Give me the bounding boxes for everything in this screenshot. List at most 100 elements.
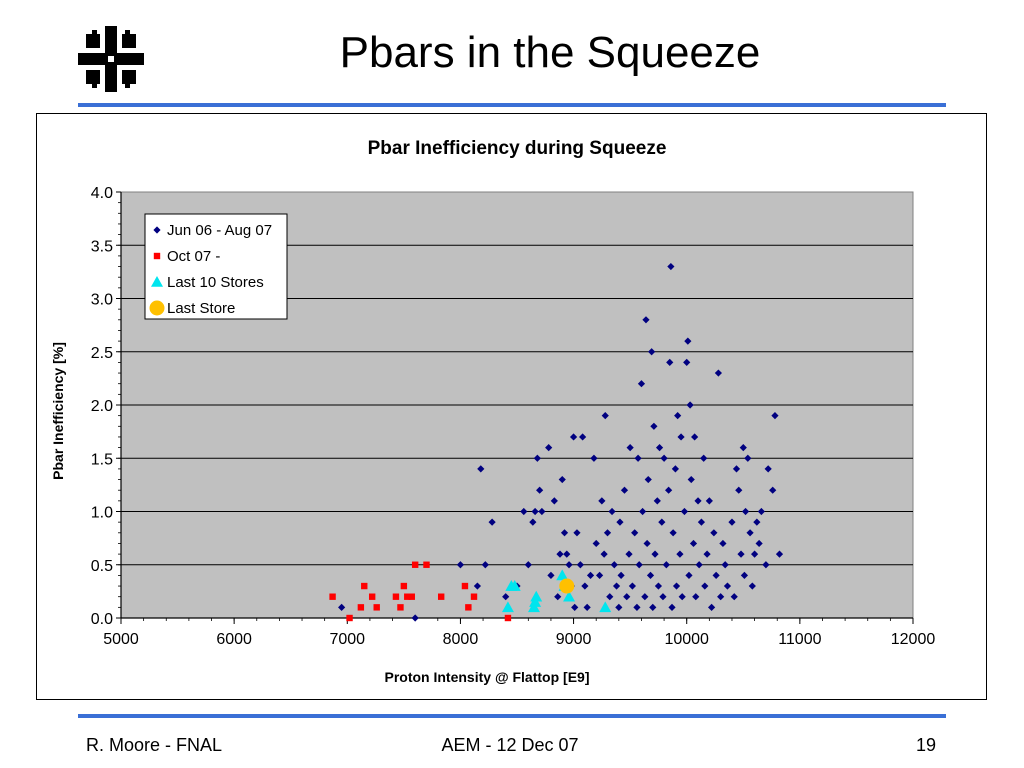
data-point-jun06-aug07 [638,507,647,516]
data-point-jun06-aug07 [668,603,676,611]
data-point-jun06-aug07 [762,561,770,569]
y-tick-label: 2.5 [91,345,113,362]
data-point-jun06-aug07 [740,571,749,579]
data-point-jun06-aug07 [565,561,573,569]
data-point-oct07 [397,604,404,611]
page-number: 19 [915,735,936,755]
legend-entry: Oct 07 - [167,248,220,265]
data-point-oct07 [465,604,472,611]
legend-marker [149,300,165,316]
data-point-jun06-aug07 [672,582,681,590]
data-point-jun06-aug07 [592,539,600,548]
data-point-jun06-aug07 [502,593,510,601]
x-tick-label: 9000 [556,631,592,648]
y-tick-label: 3.0 [91,292,113,309]
data-point-oct07 [404,593,411,600]
data-point-jun06-aug07 [560,529,569,537]
data-point-jun06-aug07 [692,593,700,601]
data-point-jun06-aug07 [757,507,765,516]
footer-divider [78,714,946,718]
data-point-jun06-aug07 [626,444,634,452]
data-point-jun06-aug07 [529,518,537,526]
data-point-jun06-aug07 [689,539,698,548]
chart-container: Pbar Inefficiency during Squeeze 0.0 0.5 1.… [36,113,987,700]
data-point-jun06-aug07 [579,433,587,441]
legend-marker [153,252,161,260]
data-point-jun06-aug07 [650,422,658,430]
data-point-jun06-aug07 [623,593,631,601]
data-point-jun06-aug07 [520,507,528,516]
data-point-jun06-aug07 [687,475,695,484]
data-point-jun06-aug07 [695,561,703,569]
chart-title: Pbar Inefficiency during Squeeze [368,138,667,159]
data-point-jun06-aug07 [628,582,637,590]
data-point-jun06-aug07 [633,603,641,611]
x-tick-label: 10000 [664,631,709,648]
data-point-jun06-aug07 [741,507,750,516]
data-point-jun06-aug07 [581,582,589,590]
data-point-last10 [529,596,542,607]
data-point-oct07 [392,593,400,600]
data-point-jun06-aug07 [338,603,346,611]
data-point-jun06-aug07 [545,444,553,452]
data-point-jun06-aug07 [676,550,684,558]
data-point-jun06-aug07 [456,561,465,569]
x-tick-label: 12000 [891,631,936,648]
data-point-jun06-aug07 [671,465,679,473]
data-point-jun06-aug07 [481,561,489,569]
legend-entry: Last 10 Stores [167,274,264,291]
data-point-jun06-aug07 [674,412,682,420]
data-point-jun06-aug07 [746,529,754,537]
data-point-jun06-aug07 [524,561,532,569]
data-point-jun06-aug07 [531,507,539,516]
legend-entry: Last Store [167,300,235,317]
data-point-oct07 [361,582,368,590]
data-point-jun06-aug07 [620,486,629,494]
data-point-jun06-aug07 [775,550,784,558]
data-point-jun06-aug07 [735,486,743,494]
data-point-oct07 [461,582,469,590]
data-point-jun06-aug07 [697,518,706,526]
data-point-jun06-aug07 [649,603,657,611]
data-point-jun06-aug07 [665,486,673,494]
data-point-jun06-aug07 [598,497,606,505]
data-point-jun06-aug07 [701,582,709,590]
x-tick-label: 5000 [103,631,139,648]
data-point-jun06-aug07 [771,412,779,420]
data-point-jun06-aug07 [547,571,555,579]
data-point-oct07 [408,593,415,600]
data-point-jun06-aug07 [678,593,686,601]
y-tick-label: 0.0 [91,611,113,628]
data-point-jun06-aug07 [643,539,651,548]
legend-entry: Jun 06 - Aug 07 [167,222,272,239]
data-point-jun06-aug07 [538,507,546,516]
data-point-jun06-aug07 [660,454,668,462]
data-point-jun06-aug07 [669,529,677,537]
data-point-jun06-aug07 [651,550,659,558]
data-point-jun06-aug07 [737,550,745,558]
data-point-jun06-aug07 [646,571,655,579]
data-point-jun06-aug07 [658,518,666,526]
y-tick-label: 4.0 [91,185,113,202]
data-point-jun06-aug07 [691,433,699,441]
data-point-jun06-aug07 [634,454,642,462]
x-tick-label: 11000 [778,631,821,648]
data-point-jun06-aug07 [558,475,566,484]
data-point-last10 [530,590,543,602]
data-point-last10 [501,601,514,613]
data-point-jun06-aug07 [769,486,777,494]
data-point-jun06-aug07 [488,518,496,526]
data-point-jun06-aug07 [685,571,693,579]
data-point-jun06-aug07 [606,593,614,601]
data-point-jun06-aug07 [694,497,702,505]
data-point-last-store [559,578,575,594]
data-point-jun06-aug07 [739,444,747,452]
data-point-oct07 [400,582,408,590]
data-point-jun06-aug07 [728,518,736,526]
data-point-jun06-aug07 [662,561,670,569]
title-divider [78,103,946,107]
data-point-jun06-aug07 [550,497,558,505]
y-tick-label: 3.5 [91,238,113,255]
data-point-jun06-aug07 [641,593,649,601]
data-point-jun06-aug07 [615,603,623,611]
